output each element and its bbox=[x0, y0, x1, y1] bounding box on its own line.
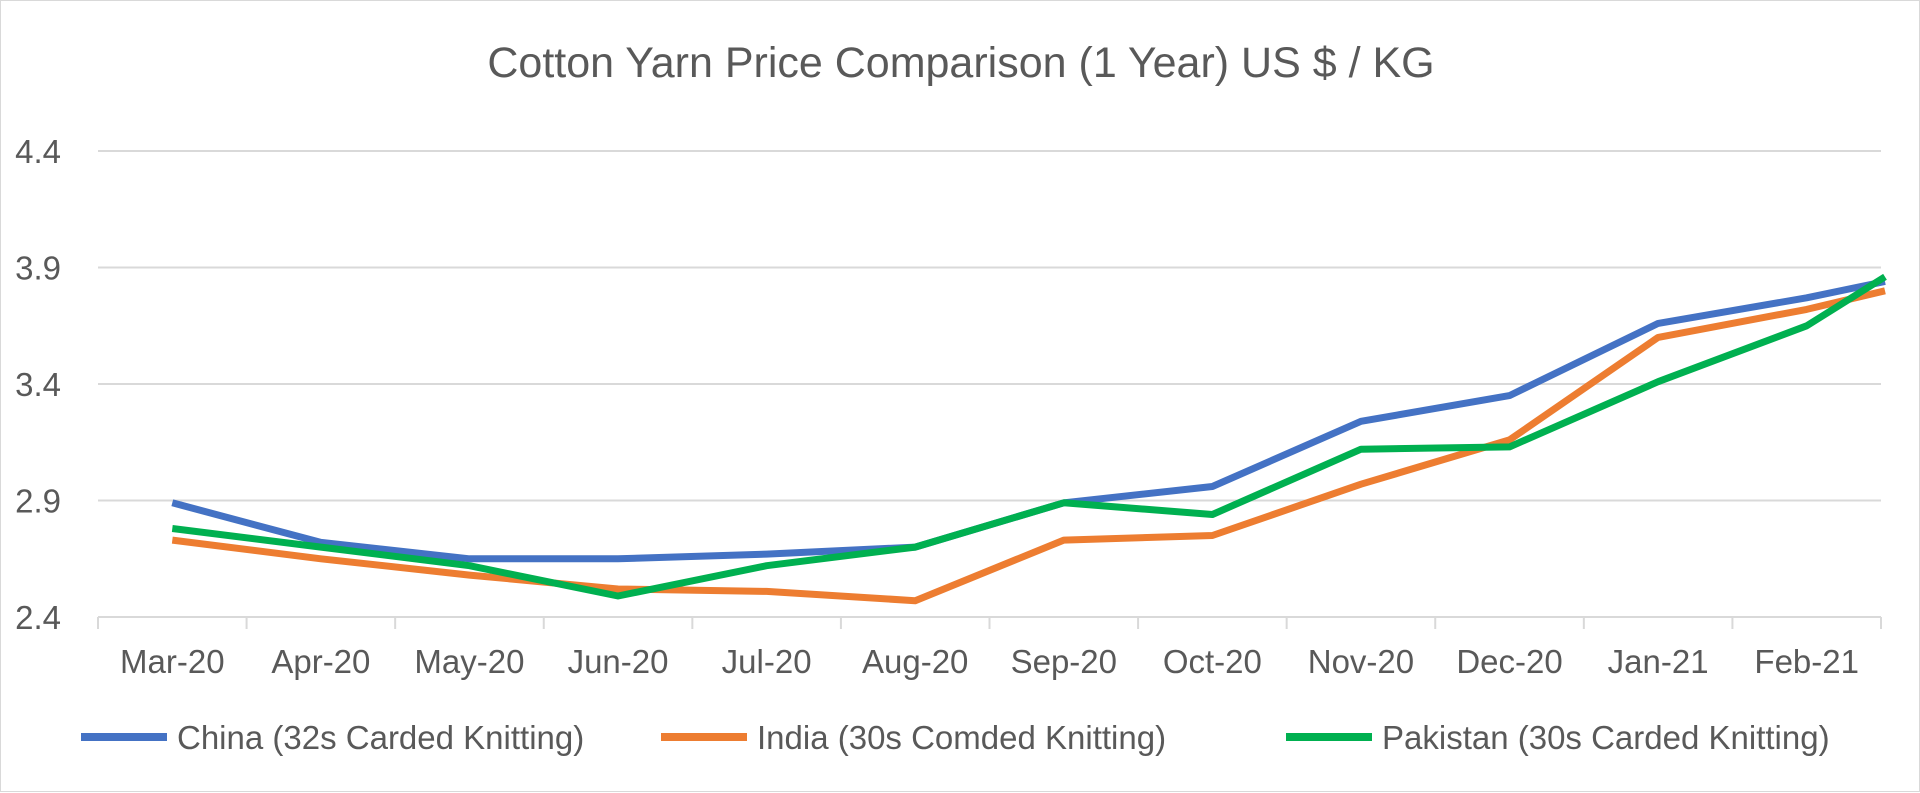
x-tick-label: Sep-20 bbox=[1011, 643, 1117, 680]
legend-label: China (32s Carded Knitting) bbox=[177, 719, 584, 756]
x-tick-label: Dec-20 bbox=[1456, 643, 1562, 680]
x-tick-label: May-20 bbox=[414, 643, 524, 680]
x-tick-label: Nov-20 bbox=[1308, 643, 1414, 680]
x-axis: Mar-20 Apr-20 May-20 Jun-20 Jul-20 Aug-20 Sep-… bbox=[97, 616, 1882, 680]
chart-title: Cotton Yarn Price Comparison (1 Year) US… bbox=[487, 39, 1434, 87]
legend-item-3: Pakistan (30s Carded Knitting) bbox=[1286, 719, 1830, 756]
gridlines bbox=[98, 150, 1881, 502]
legend: China (32s Carded Knitting) India (30s Co… bbox=[81, 719, 1830, 756]
series-line-2 bbox=[171, 287, 1886, 605]
y-tick-label: 4.4 bbox=[15, 133, 61, 170]
x-tick-label: Jun-20 bbox=[568, 643, 669, 680]
legend-label: India (30s Comded Knitting) bbox=[757, 719, 1166, 756]
x-tick-label: Apr-20 bbox=[271, 643, 370, 680]
x-tick-label: Jul-20 bbox=[722, 643, 812, 680]
x-tick-label: Mar-20 bbox=[120, 643, 225, 680]
x-tick-label: Aug-20 bbox=[862, 643, 968, 680]
legend-label: Pakistan (30s Carded Knitting) bbox=[1382, 719, 1830, 756]
x-tick-label: Jan-21 bbox=[1608, 643, 1709, 680]
x-tick-label: Oct-20 bbox=[1163, 643, 1262, 680]
y-tick-label: 2.9 bbox=[15, 483, 61, 520]
series-line-3 bbox=[171, 273, 1887, 600]
y-tick-label: 3.9 bbox=[15, 250, 61, 287]
legend-item-1: China (32s Carded Knitting) bbox=[81, 719, 584, 756]
series-lines bbox=[171, 273, 1887, 605]
legend-item-2: India (30s Comded Knitting) bbox=[661, 719, 1166, 756]
y-tick-label: 2.4 bbox=[15, 599, 61, 636]
y-axis-ticks: 2.4 2.9 3.4 3.9 4.4 bbox=[15, 133, 61, 636]
x-tick-label: Feb-21 bbox=[1754, 643, 1859, 680]
y-tick-label: 3.4 bbox=[15, 366, 61, 403]
series-line-1 bbox=[171, 278, 1886, 563]
